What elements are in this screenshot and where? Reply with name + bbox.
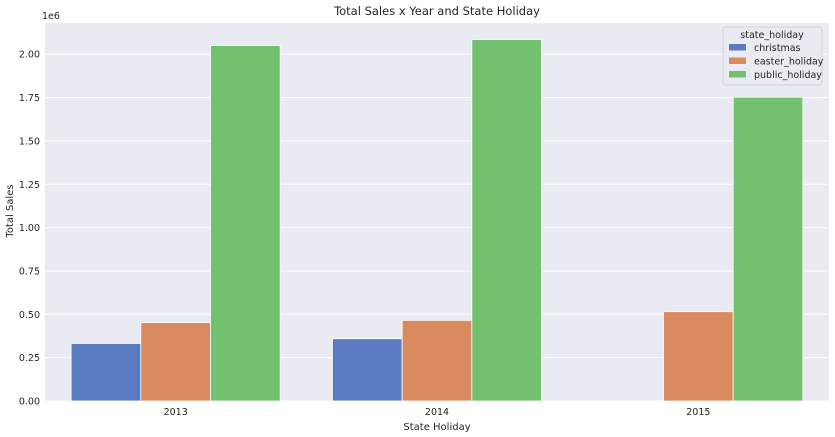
legend-swatch-easter_holiday: [729, 57, 746, 64]
x-ticks: 2013 2014 2015: [164, 407, 711, 418]
x-tick-label: 2013: [164, 407, 188, 418]
legend-title: state_holiday: [740, 30, 804, 41]
y-axis-label: Total Sales: [5, 184, 16, 238]
bar-public_holiday-2014: [471, 39, 542, 402]
bar-christmas-2013: [70, 343, 142, 402]
x-axis-label: State Holiday: [403, 422, 470, 433]
bar-christmas-2014: [332, 338, 403, 402]
legend-swatch-public_holiday: [729, 71, 746, 78]
y-tick-label: 0.00: [19, 397, 40, 408]
bar-public_holiday-2015: [732, 96, 804, 402]
bars: [70, 39, 804, 402]
y-tick-label: 1.00: [19, 223, 40, 234]
legend-swatch-christmas: [729, 44, 746, 51]
y-tick-label: 1.75: [19, 93, 40, 104]
y-offset-label: 1e6: [42, 11, 60, 22]
legend-label-public_holiday: public_holiday: [754, 70, 822, 81]
bar-easter_holiday-2015: [663, 311, 734, 402]
chart-title: Total Sales x Year and State Holiday: [333, 4, 540, 18]
legend-label-easter_holiday: easter_holiday: [754, 57, 824, 68]
bar-easter_holiday-2013: [140, 322, 211, 402]
x-tick-label: 2014: [425, 407, 449, 418]
y-tick-label: 0.50: [19, 310, 40, 321]
y-tick-label: 1.25: [19, 180, 40, 191]
y-tick-label: 1.50: [19, 136, 40, 147]
legend: state_holiday christmas easter_holidaypub…: [722, 26, 824, 86]
legend-label-christmas: christmas: [754, 43, 801, 54]
x-tick-label: 2015: [686, 407, 710, 418]
y-tick-label: 0.25: [19, 353, 40, 364]
y-tick-label: 0.75: [19, 266, 40, 277]
y-tick-label: 2.00: [19, 50, 40, 61]
y-ticks: 0.00 0.25 0.50 0.75 1.00 1.25 1.50 1.75 2.00: [19, 50, 40, 408]
bar-easter_holiday-2014: [401, 319, 473, 402]
bar-public_holiday-2013: [210, 45, 281, 402]
legend-box: [722, 26, 823, 86]
